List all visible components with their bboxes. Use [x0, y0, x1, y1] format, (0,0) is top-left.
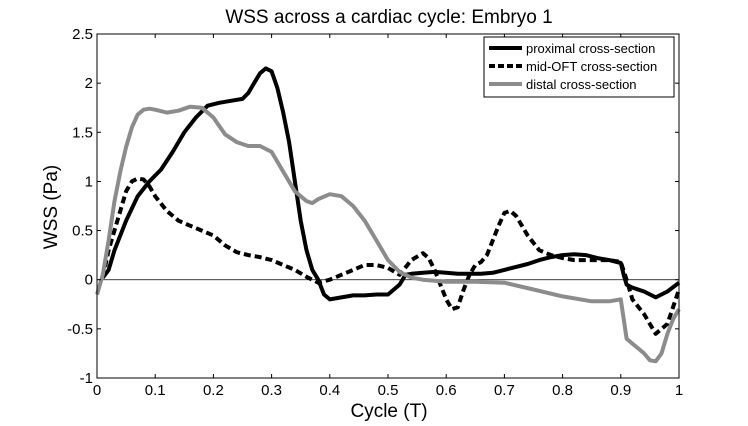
x-axis-title: Cycle (T) — [350, 401, 427, 422]
series-group — [95, 66, 681, 364]
y-tick-label: 0 — [85, 272, 93, 289]
series-line-distal-cross-section — [95, 104, 681, 364]
y-tick-label: -1 — [80, 370, 93, 387]
x-tick-label: 1 — [675, 382, 683, 399]
legend-label: proximal cross-section — [526, 41, 655, 56]
series-line-proximal-cross-section — [101, 66, 681, 302]
legend-label: distal cross-section — [526, 77, 637, 92]
legend-label: mid-OFT cross-section — [526, 59, 657, 74]
x-tick-label: 0.1 — [145, 382, 166, 399]
x-tick-label: 0.6 — [436, 382, 457, 399]
plot-area: 0 0.1 0.2 0.3 0.4 0.5 0.6 0.7 0.8 0.9 1 -1 -0.5 0 0.5… — [67, 26, 683, 399]
x-tick-label: 0.7 — [494, 382, 515, 399]
y-tick-label: 1.5 — [72, 124, 93, 141]
y-tick-label: 2.5 — [72, 26, 93, 43]
x-axis-ticks: 0 0.1 0.2 0.3 0.4 0.5 0.6 0.7 0.8 0.9 1 — [93, 34, 683, 399]
x-tick-label: 0.8 — [552, 382, 573, 399]
x-tick-label: 0.9 — [610, 382, 631, 399]
x-tick-label: 0.2 — [203, 382, 224, 399]
y-tick-label: 0.5 — [72, 223, 93, 240]
chart-title: WSS across a cardiac cycle: Embryo 1 — [225, 7, 552, 28]
legend: proximal cross-section mid-OFT cross-sect… — [483, 36, 675, 98]
y-tick-label: 2 — [85, 75, 93, 92]
series-line-mid-oft-cross-section — [100, 176, 681, 336]
x-tick-label: 0.5 — [378, 382, 399, 399]
x-tick-label: 0.3 — [261, 382, 282, 399]
x-tick-label: 0.4 — [319, 382, 340, 399]
y-tick-label: 1 — [85, 173, 93, 190]
y-axis-ticks: -1 -0.5 0 0.5 1 1.5 2 2.5 — [67, 26, 679, 387]
x-tick-label: 0 — [93, 382, 101, 399]
y-tick-label: -0.5 — [67, 321, 93, 338]
y-axis-title: WSS (Pa) — [41, 165, 62, 249]
